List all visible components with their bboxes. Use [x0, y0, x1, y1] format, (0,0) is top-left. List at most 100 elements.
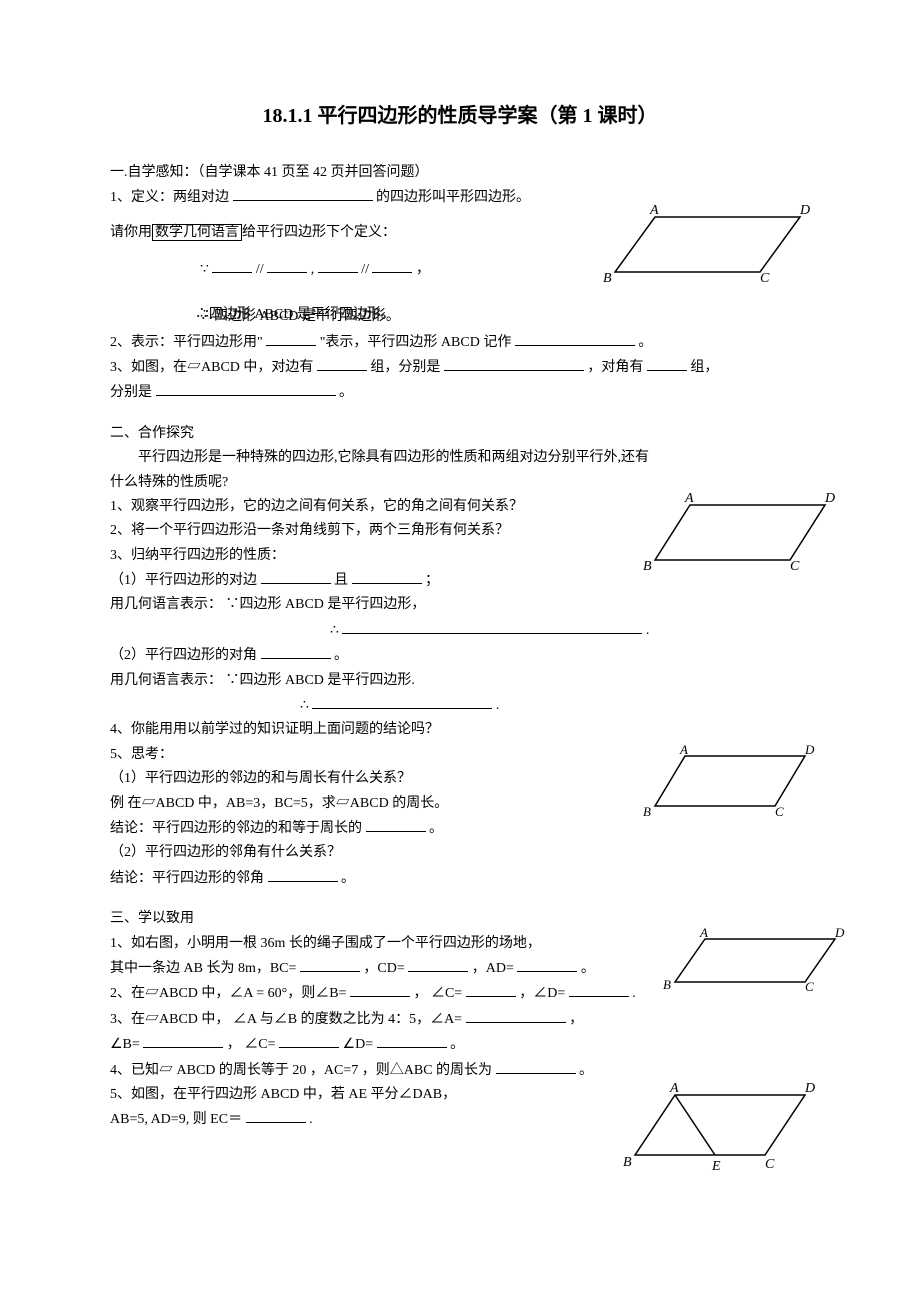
blank-prop2 [261, 644, 331, 659]
parallelogram-fig-1: A D B C [600, 202, 820, 292]
label-C3: C [775, 804, 784, 819]
blank-p2a [318, 258, 358, 273]
s1-l6e: 分别是 [110, 385, 152, 400]
s1-l3mid1: // [256, 262, 264, 277]
label-D3: D [804, 744, 815, 757]
label-D5: D [804, 1081, 815, 1096]
s2-q32c: 用几何语言表示： ∵四边形 ABCD 是平行四边形. [110, 670, 810, 692]
blank-p1b [267, 258, 307, 273]
blank-ad [517, 957, 577, 972]
s3-q2b: ， ∠C= [413, 986, 462, 1001]
s3-q4b: 。 [579, 1063, 593, 1078]
s3-q4: 4、已知▱ ABCD 的周长等于 20 ，AC=7 ，则△ABC 的周长为 。 [110, 1059, 810, 1082]
s3-q3b: ， [569, 1012, 583, 1027]
blank-ratB [143, 1033, 223, 1048]
s1-l3end: ， [416, 262, 430, 277]
parallelogram-fig-5: A D B E C [620, 1080, 820, 1175]
s3-q3-cont: ∠B= ， ∠C= ∠D= 。 [110, 1033, 810, 1056]
s2-q51c2: 。 [429, 821, 443, 836]
s2-q32d: ∴ . [300, 694, 810, 717]
s3-q5b: AB=5, AD=9, 则 EC＝ [110, 1112, 242, 1127]
s3-q2a: 2、在▱ABCD 中，∠A = 60°，则∠B= [110, 986, 346, 1001]
s1-l3mid2: // [361, 262, 369, 277]
s2-q32e: . [496, 698, 500, 713]
blank-angB [350, 982, 410, 997]
s2-q52b: 结论：平行四边形的邻角 [110, 871, 264, 886]
label-D2: D [824, 491, 835, 506]
label-C4: C [805, 979, 814, 994]
because-sym: ∵ [200, 262, 209, 277]
therefore-sym3: ∴ [300, 698, 309, 713]
blank-bc [300, 957, 360, 972]
s1-l6e-row: 分别是 。 [110, 381, 810, 404]
s2-q31e: ∴ . [330, 619, 810, 642]
s1-l4-fix: ∴四边形 ABCD 是平行四边形。 [200, 306, 810, 328]
blank-symbol [266, 331, 316, 346]
parallelogram-fig-2: A D B C [640, 490, 840, 580]
s3-q4a: 4、已知▱ ABCD 的周长等于 20 ，AC=7 ，则△ABC 的周长为 [110, 1063, 492, 1078]
label-C: C [760, 271, 770, 286]
blank-ratA [466, 1008, 566, 1023]
label-C5: C [765, 1157, 775, 1172]
s3-q3f: 。 [450, 1037, 464, 1052]
s2-q32a: （2）平行四边形的对角 [110, 648, 257, 663]
s2-q31d: 用几何语言表示： ∵四边形 ABCD 是平行四边形， [110, 594, 810, 616]
blank-sides [444, 356, 584, 371]
blank-p1a [212, 258, 252, 273]
s2-q51c1: 结论：平行四边形的邻边的和等于周长的 [110, 821, 362, 836]
s3-q1e: 。 [581, 961, 595, 976]
label-D4: D [834, 927, 845, 940]
s2-block2: 5、思考： （1）平行四边形的邻边的和与周长有什么关系？ 例 在▱ABCD 中，… [110, 744, 810, 841]
s2-q52c: 。 [341, 871, 355, 886]
s1-l6: 3、如图，在▱ABCD 中，对边有 组，分别是 ，对角有 组， [110, 356, 810, 379]
label-B: B [603, 271, 612, 286]
s1-l6f: 。 [339, 385, 353, 400]
blank-notation [515, 331, 635, 346]
s1-l6a: 3、如图，在▱ABCD 中，对边有 [110, 360, 313, 375]
s3-q5-row: 5、如图，在平行四边形 ABCD 中，若 AE 平分∠DAB， AB=5, AD… [110, 1084, 810, 1132]
s1-l5b: "表示，平行四边形 ABCD 记作 [320, 335, 512, 350]
s1-l5a: 2、表示：平行四边形用" [110, 335, 263, 350]
label-A: A [649, 203, 659, 218]
s1-l5c: 。 [638, 335, 652, 350]
blank-angles [156, 381, 336, 396]
s2-q31a: （1）平行四边形的对边 [110, 573, 257, 588]
blank-p2b [372, 258, 412, 273]
label-B2: B [643, 559, 652, 574]
blank-def [233, 186, 373, 201]
s2-q31f: . [646, 623, 650, 638]
s2-q4: 4、你能用用以前学过的知识证明上面问题的结论吗？ [110, 719, 810, 741]
parallelogram-fig-4: A D B C [660, 927, 850, 997]
s3-q3d: ， ∠C= [227, 1037, 276, 1052]
s3-q2c: ，∠D= [519, 986, 565, 1001]
label-A4: A [699, 927, 708, 940]
s3-q5c: . [309, 1112, 313, 1127]
s2-q32b: 。 [334, 648, 348, 663]
page-title: 18.1.1 平行四边形的性质导学案（第 1 课时） [110, 100, 810, 132]
label-B3: B [643, 804, 651, 819]
s1-l1b: 的四边形叫平形四边形。 [376, 190, 530, 205]
s2-q31c: ； [425, 573, 439, 588]
s3-q3c: ∠B= [110, 1037, 140, 1052]
s2-q32: （2）平行四边形的对角 。 [110, 644, 810, 667]
blank-angD [569, 982, 629, 997]
s1-l1a: 1、定义：两组对边 [110, 190, 229, 205]
label-D: D [799, 203, 810, 218]
boxed-term: 数学几何语言 [152, 224, 242, 241]
s3-q1c: ，CD= [363, 961, 404, 976]
blank-prop1b [352, 569, 422, 584]
blank-pairs [317, 356, 367, 371]
s3-q3e: ∠D= [343, 1037, 374, 1052]
s1-definition-row: 请你用数学几何语言给平行四边形下个定义： ∵ // , // ， A D B C [110, 212, 810, 302]
s1-l5: 2、表示：平行四边形用" "表示，平行四边形 ABCD 记作 。 [110, 331, 810, 354]
s1-l6d: 组， [690, 360, 718, 375]
label-C2: C [790, 559, 800, 574]
blank-peri [496, 1059, 576, 1074]
s3-q1b: 其中一条边 AB 长为 8m，BC= [110, 961, 296, 976]
s1-l6b: 组，分别是 [370, 360, 440, 375]
therefore-sym2: ∴ [330, 623, 339, 638]
s1-l6c: ，对角有 [587, 360, 643, 375]
blank-ratC [279, 1033, 339, 1048]
s2-q31b: 且 [334, 573, 348, 588]
s2-q52a: （2）平行四边形的邻角有什么关系？ [110, 842, 810, 864]
